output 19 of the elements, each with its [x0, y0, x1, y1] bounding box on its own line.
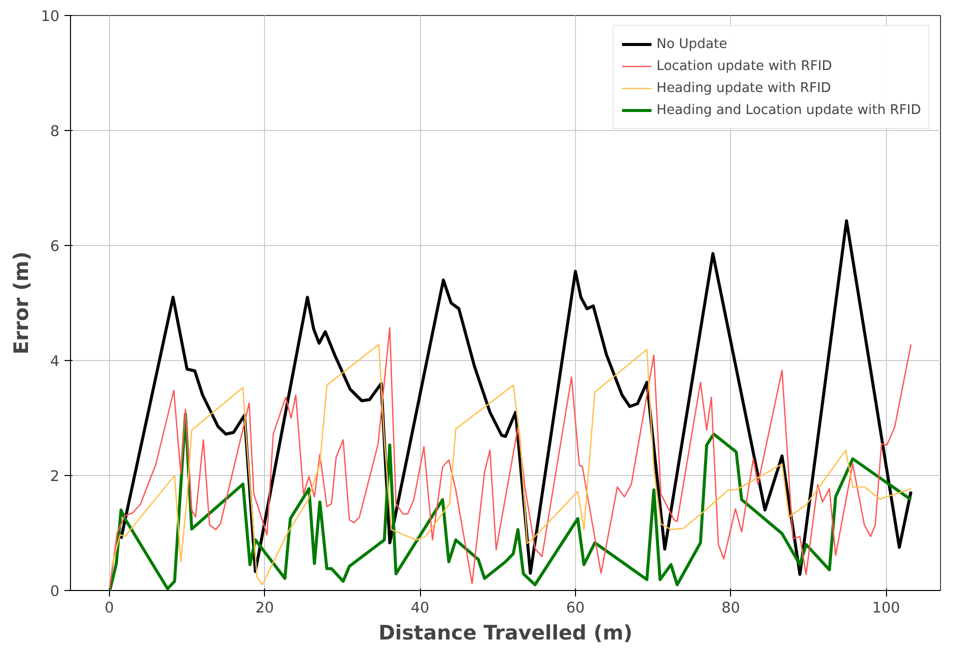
y-tick-label: 2	[50, 468, 60, 485]
x-tick-label: 80	[721, 600, 740, 616]
legend-label: Heading and Location update with RFID	[656, 102, 921, 118]
y-tick-label: 4	[50, 353, 60, 370]
y-axis-title: Error (m)	[8, 251, 33, 355]
x-tick-label: 0	[104, 600, 114, 616]
x-tick-label: 20	[255, 600, 274, 616]
x-tick-label: 40	[410, 600, 430, 616]
line-series	[108, 412, 912, 590]
y-tick-label: 6	[50, 238, 60, 255]
legend-label: No Update	[656, 36, 728, 52]
x-axis-title: Distance Travelled (m)	[378, 620, 633, 644]
x-tick-label: 60	[566, 600, 585, 616]
legend-label: Location update with RFID	[656, 58, 832, 74]
y-tick-label: 10	[40, 8, 60, 25]
y-tick-label: 8	[50, 123, 60, 140]
y-tick-label: 0	[50, 583, 60, 600]
x-tick-label: 100	[872, 600, 900, 616]
legend-label: Heading update with RFID	[656, 80, 832, 96]
